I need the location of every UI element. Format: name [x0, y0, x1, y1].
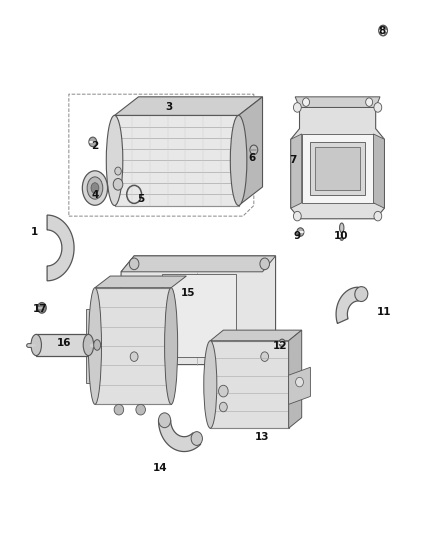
Polygon shape: [289, 367, 311, 405]
Ellipse shape: [106, 115, 123, 206]
Ellipse shape: [261, 352, 268, 361]
Text: 7: 7: [290, 156, 297, 165]
Polygon shape: [47, 215, 74, 281]
Ellipse shape: [374, 212, 382, 221]
Ellipse shape: [115, 167, 121, 175]
Ellipse shape: [339, 223, 344, 232]
Polygon shape: [95, 288, 171, 405]
Ellipse shape: [374, 103, 382, 112]
Ellipse shape: [113, 179, 123, 190]
Ellipse shape: [31, 334, 42, 356]
Ellipse shape: [366, 98, 373, 107]
Ellipse shape: [94, 340, 101, 350]
Polygon shape: [115, 115, 239, 206]
Ellipse shape: [91, 183, 99, 193]
Ellipse shape: [303, 98, 310, 107]
Polygon shape: [121, 256, 276, 365]
Ellipse shape: [129, 258, 139, 270]
Polygon shape: [315, 147, 360, 190]
Text: 17: 17: [33, 304, 48, 314]
Polygon shape: [295, 97, 380, 108]
Ellipse shape: [293, 103, 301, 112]
Ellipse shape: [340, 237, 343, 240]
Polygon shape: [95, 276, 186, 288]
Text: 13: 13: [255, 432, 270, 442]
Ellipse shape: [219, 385, 228, 397]
Ellipse shape: [297, 228, 304, 236]
Polygon shape: [162, 274, 237, 357]
Polygon shape: [336, 287, 358, 324]
Ellipse shape: [165, 288, 178, 405]
Ellipse shape: [293, 212, 301, 221]
Polygon shape: [115, 97, 262, 115]
Polygon shape: [311, 142, 365, 195]
Polygon shape: [302, 134, 374, 203]
Text: 4: 4: [91, 190, 99, 200]
Ellipse shape: [38, 303, 46, 313]
Polygon shape: [210, 341, 289, 428]
Polygon shape: [121, 256, 276, 272]
Polygon shape: [210, 330, 302, 341]
Text: 12: 12: [273, 341, 287, 351]
Ellipse shape: [136, 405, 145, 415]
Ellipse shape: [88, 288, 102, 405]
Text: 10: 10: [334, 231, 348, 241]
Polygon shape: [374, 134, 385, 208]
Ellipse shape: [279, 339, 285, 346]
Ellipse shape: [159, 413, 171, 427]
Ellipse shape: [114, 405, 124, 415]
Polygon shape: [159, 420, 201, 451]
Polygon shape: [291, 108, 385, 219]
Text: 2: 2: [92, 141, 99, 151]
Text: 15: 15: [181, 288, 196, 298]
Text: 5: 5: [137, 193, 144, 204]
Text: 9: 9: [294, 231, 301, 241]
Ellipse shape: [219, 402, 227, 412]
Text: 8: 8: [378, 26, 386, 36]
Ellipse shape: [191, 432, 202, 446]
Ellipse shape: [355, 287, 368, 302]
Ellipse shape: [296, 377, 304, 387]
Polygon shape: [291, 134, 302, 208]
Ellipse shape: [82, 171, 108, 205]
Ellipse shape: [130, 352, 138, 361]
Ellipse shape: [204, 341, 217, 428]
Polygon shape: [289, 330, 302, 428]
Polygon shape: [86, 309, 95, 383]
Ellipse shape: [89, 137, 97, 147]
Ellipse shape: [250, 145, 258, 155]
Text: 1: 1: [30, 227, 38, 237]
Ellipse shape: [230, 115, 247, 206]
Text: 16: 16: [57, 338, 72, 349]
Polygon shape: [36, 334, 88, 356]
Ellipse shape: [83, 334, 94, 356]
Polygon shape: [239, 97, 262, 206]
Ellipse shape: [87, 177, 103, 199]
Text: 14: 14: [153, 463, 168, 473]
Ellipse shape: [379, 25, 388, 36]
Ellipse shape: [260, 258, 269, 270]
Text: 11: 11: [377, 306, 392, 317]
Text: 3: 3: [165, 102, 173, 112]
Text: 6: 6: [248, 153, 255, 163]
